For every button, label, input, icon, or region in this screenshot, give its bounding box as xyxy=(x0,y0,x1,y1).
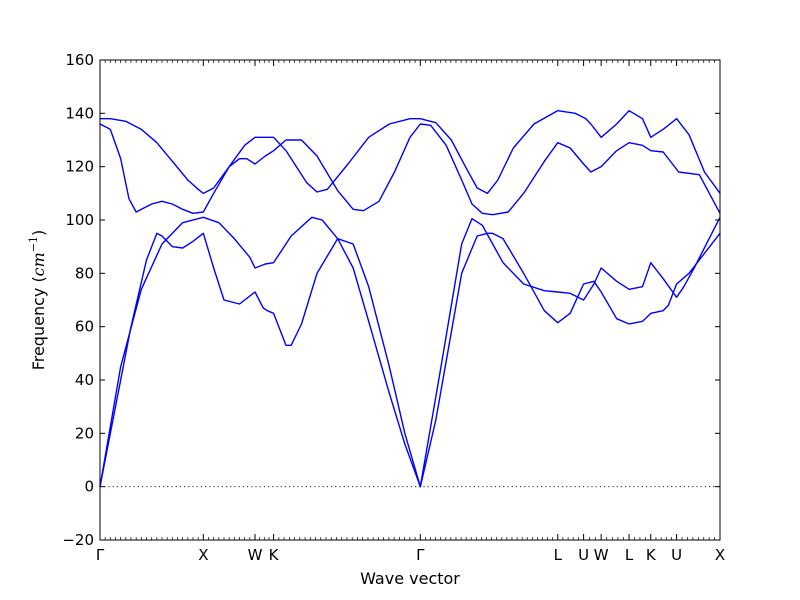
x-tick-label: L xyxy=(554,546,563,564)
phonon-branch-4 xyxy=(99,109,721,195)
x-tick-label: Γ xyxy=(96,546,105,564)
y-tick-label: 20 xyxy=(75,424,94,442)
x-tick-label: W xyxy=(248,546,263,564)
x-tick-label: W xyxy=(594,546,609,564)
y-axis-title: Frequency (cm−1) xyxy=(27,230,48,371)
x-tick-label: X xyxy=(715,546,725,564)
y-axis-title-text: Frequency ( xyxy=(29,276,48,370)
phonon-branch-3 xyxy=(99,123,721,216)
plot-background xyxy=(100,60,720,540)
y-tick-label: 160 xyxy=(65,51,94,69)
y-tick-label: −20 xyxy=(62,531,94,549)
x-tick-label: Γ xyxy=(416,546,425,564)
x-axis-title: Wave vector xyxy=(360,569,460,588)
x-tick-label: K xyxy=(269,546,280,564)
y-tick-label: 40 xyxy=(75,371,94,389)
x-tick-label: U xyxy=(671,546,682,564)
y-axis-title-exponent: −1 xyxy=(27,236,40,252)
x-tick-label: X xyxy=(198,546,208,564)
y-axis-title-unit: cm xyxy=(29,252,48,276)
y-tick-label: 120 xyxy=(65,158,94,176)
y-tick-label: 0 xyxy=(84,478,94,496)
x-tick-label: U xyxy=(578,546,589,564)
y-tick-label: 140 xyxy=(65,104,94,122)
y-tick-label: 60 xyxy=(75,318,94,336)
x-tick-label: K xyxy=(646,546,657,564)
plot-frame xyxy=(99,59,721,541)
x-tick-label: L xyxy=(625,546,634,564)
y-tick-label: 100 xyxy=(65,211,94,229)
phonon-branch-2 xyxy=(99,216,721,488)
phonon-branch-1 xyxy=(99,232,721,488)
y-tick-label: 80 xyxy=(75,264,94,282)
y-axis-title-close: ) xyxy=(29,230,48,236)
